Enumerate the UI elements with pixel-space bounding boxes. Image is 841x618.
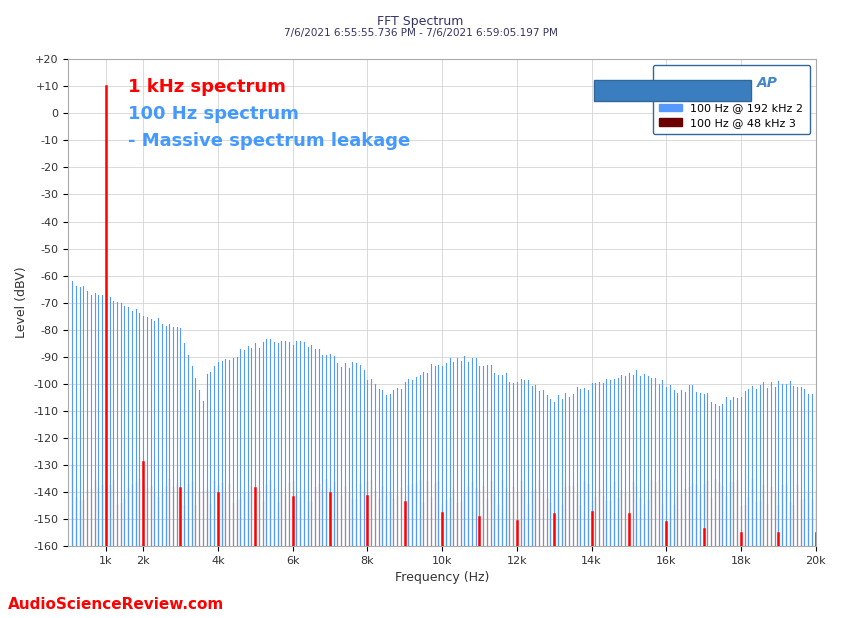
Text: FFT Spectrum: FFT Spectrum — [378, 15, 463, 28]
Text: AudioScienceReview.com: AudioScienceReview.com — [8, 597, 225, 612]
Text: 7/6/2021 6:55:55.736 PM - 7/6/2021 6:59:05.197 PM: 7/6/2021 6:55:55.736 PM - 7/6/2021 6:59:… — [283, 28, 558, 38]
Text: 100 Hz spectrum: 100 Hz spectrum — [128, 104, 299, 123]
X-axis label: Frequency (Hz): Frequency (Hz) — [395, 572, 489, 585]
Legend: 1 kHz, 100 Hz @ 192 kHz 2, 100 Hz @ 48 kHz 3: 1 kHz, 100 Hz @ 192 kHz 2, 100 Hz @ 48 k… — [653, 65, 810, 134]
Y-axis label: Level (dBV): Level (dBV) — [15, 267, 28, 339]
Text: 1 kHz spectrum: 1 kHz spectrum — [128, 78, 286, 96]
Text: AP: AP — [757, 76, 778, 90]
Text: - Massive spectrum leakage: - Massive spectrum leakage — [128, 132, 410, 150]
